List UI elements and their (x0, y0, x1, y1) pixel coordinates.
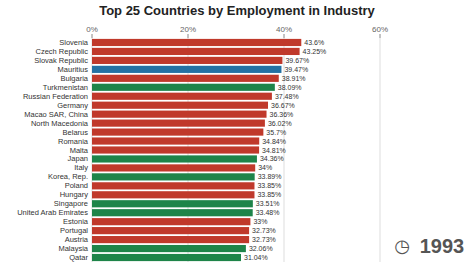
category-label: Russian Federation (23, 92, 88, 101)
title: Top 25 Countries by Employment in Indust… (99, 3, 375, 18)
data-label: 32.73% (252, 236, 276, 243)
category-label: Romania (58, 137, 89, 146)
tick-mark (188, 34, 189, 38)
category-label: Slovak Republic (34, 56, 88, 65)
labels: 43.6% Slovenia 43.25% Czech Republic 39.67% S… (17, 38, 326, 262)
bar (92, 146, 259, 153)
data-label: 33.85% (257, 182, 281, 189)
data-label: 34% (258, 164, 272, 171)
clock-icon: ◷ (394, 235, 410, 256)
category-label: Singapore (54, 199, 88, 208)
category-label: Hungary (60, 190, 89, 199)
bar (92, 236, 249, 243)
category-label: Portugal (60, 226, 88, 235)
bar (92, 39, 301, 46)
bar (92, 84, 275, 91)
category-label: North Macedonia (31, 119, 89, 128)
category-label: Belarus (63, 128, 89, 137)
bar (92, 164, 255, 171)
category-label: Estonia (63, 217, 89, 226)
category-label: Czech Republic (35, 47, 88, 56)
tick-mark (380, 34, 381, 38)
data-label: 43.6% (304, 39, 324, 46)
data-label: 43.25% (303, 48, 327, 55)
category-label: Poland (65, 181, 88, 190)
tick-label: 40% (276, 25, 292, 34)
data-label: 33.51% (256, 200, 280, 207)
category-label: Austria (65, 235, 89, 244)
data-label: 34.81% (262, 147, 286, 154)
year-label: 1993 (420, 235, 465, 257)
bar (92, 93, 272, 100)
data-label: 33.85% (257, 191, 281, 198)
data-label: 36.36% (270, 111, 294, 118)
bar (92, 254, 241, 261)
data-label: 33.48% (256, 209, 280, 216)
bar (92, 245, 246, 252)
chart: Top 25 Countries by Employment in Indust… (0, 0, 474, 266)
tick-label: 20% (180, 25, 196, 34)
data-label: 32.06% (249, 245, 273, 252)
data-label: 36.02% (268, 120, 292, 127)
category-label: Bulgaria (60, 74, 88, 83)
data-label: 32.73% (252, 227, 276, 234)
annotations: ◷ 1993 (394, 235, 464, 257)
tick-mark (284, 34, 285, 38)
category-label: Italy (74, 163, 88, 172)
bar (92, 75, 279, 82)
bar (92, 218, 250, 225)
category-label: United Arab Emirates (17, 208, 88, 217)
data-label: 39.67% (285, 57, 309, 64)
data-label: 33.89% (258, 173, 282, 180)
tick-mark (92, 34, 93, 38)
bar (92, 120, 265, 127)
x-axis: 0% 20% 40% 60% (86, 25, 388, 262)
bar (92, 66, 281, 73)
data-label: 37.48% (275, 93, 299, 100)
data-label: 35.7% (266, 129, 286, 136)
bar (92, 57, 282, 64)
category-label: Japan (68, 154, 88, 163)
bar (92, 191, 254, 198)
category-label: Slovenia (59, 38, 89, 47)
category-label: Germany (57, 101, 88, 110)
bar (92, 155, 257, 162)
tick-label: 60% (372, 25, 388, 34)
bar (92, 182, 254, 189)
data-label: 39.47% (284, 66, 308, 73)
category-label: Malta (70, 146, 89, 155)
category-label: Malaysia (58, 244, 88, 253)
category-label: Macao SAR, China (24, 110, 89, 119)
bar (92, 137, 259, 144)
data-label: 38.09% (278, 84, 302, 91)
bar (92, 48, 300, 55)
grid-line (380, 38, 381, 262)
bar (92, 173, 255, 180)
category-label: Korea, Rep. (48, 172, 88, 181)
bar (92, 200, 253, 207)
bar (92, 209, 253, 216)
data-label: 36.67% (271, 102, 295, 109)
data-label: 34.84% (262, 138, 286, 145)
data-label: 31.04% (244, 254, 268, 261)
bars (92, 39, 301, 261)
data-label: 34.36% (260, 155, 284, 162)
bar (92, 227, 249, 234)
bar (92, 128, 263, 135)
category-label: Qatar (69, 253, 88, 262)
bar (92, 111, 267, 118)
bar (92, 102, 268, 109)
tick-label: 0% (86, 25, 98, 34)
data-label: 38.91% (282, 75, 306, 82)
category-label: Mauritius (58, 65, 89, 74)
data-label: 33% (253, 218, 267, 225)
category-label: Turkmenistan (43, 83, 88, 92)
